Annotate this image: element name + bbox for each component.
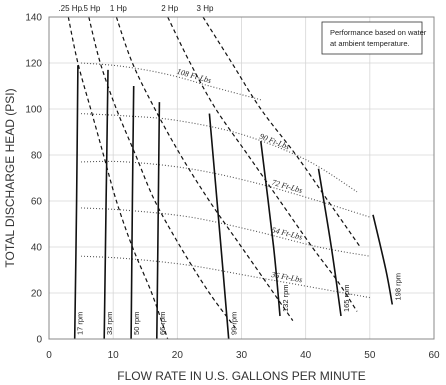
rpm-label-99-rpm: 99 rpm [230,312,239,335]
rpm-label-132-rpm: 132 rpm [281,284,290,312]
rpm-curve-198-rpm [372,214,394,305]
y-tick-label: 60 [31,197,43,208]
rpm-curve-165-rpm [317,168,342,317]
x-tick-label: 40 [300,350,312,361]
y-tick-label: 120 [25,59,42,70]
hp-label-2-hp: 2 Hp [161,4,178,13]
rpm-label-66-rpm: 66 rpm [158,312,167,335]
hp-label-5-hp: .5 Hp [81,4,101,13]
hp-label-3-hp: 3 Hp [197,4,214,13]
hp-label-25-hp: .25 Hp [58,4,82,13]
plot-border [48,16,435,340]
hp-curve-1-hp [115,16,294,321]
note-box: Performance based on water at ambient te… [321,21,427,55]
torque-curve-72-ft-lbs [81,160,370,218]
rpm-curve-66-rpm [156,102,161,340]
rpm-label-165-rpm: 165 rpm [342,285,351,313]
note-box-frame [321,21,423,55]
x-tick-label: 60 [428,350,440,361]
y-tick-label: 100 [25,105,42,116]
x-tick-label: 30 [236,350,248,361]
y-tick-label: 80 [31,151,43,162]
y-axis-ticks: 0 20 40 60 80 100 120 140 [25,13,42,346]
x-tick-label: 0 [46,350,52,361]
torque-curves [81,62,370,299]
x-axis-ticks: 0 10 20 30 40 50 60 [46,350,440,361]
x-tick-label: 10 [108,350,120,361]
y-tick-label: 40 [31,243,43,254]
y-axis-title: TOTAL DISCHARGE HEAD (PSI) [3,88,17,267]
hp-curve-5-hp [88,16,236,328]
rpm-label-50-rpm: 50 rpm [132,312,141,335]
x-axis-title: FLOW RATE IN U.S. GALLONS PER MINUTE [117,369,365,383]
y-tick-label: 20 [31,289,43,300]
x-tick-label: 50 [364,350,376,361]
hp-label-1-hp: 1 Hp [110,4,127,13]
x-tick-label: 20 [172,350,184,361]
note-line-1: Performance based on water [330,28,427,37]
rpm-curve-50-rpm [130,85,135,340]
rpm-label-17-rpm: 17 rpm [76,312,85,335]
y-tick-label: 0 [36,335,42,346]
torque-curve-90-ft-lbs [81,113,358,193]
note-line-2: at ambient temperature. [330,39,410,48]
y-tick-label: 140 [25,13,42,24]
rpm-curve-17-rpm [73,65,79,340]
rpm-curves [73,65,394,340]
rpm-curve-132-rpm [260,141,281,317]
rpm-curve-99-rpm [208,113,230,340]
rpm-curve-33-rpm [103,69,109,340]
rpm-label-198-rpm: 198 rpm [393,273,402,301]
hp-curve-25-hp [67,16,169,340]
rpm-label-33-rpm: 33 rpm [105,312,114,335]
hp-curve-3-hp [202,16,361,248]
